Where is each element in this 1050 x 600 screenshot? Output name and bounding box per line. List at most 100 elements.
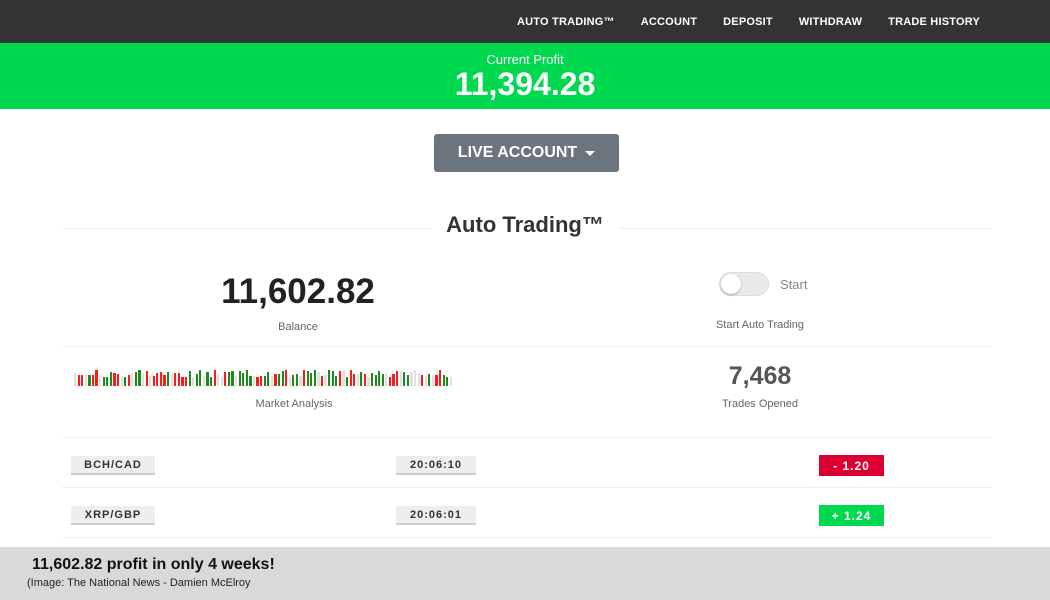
market-bar bbox=[195, 374, 198, 386]
trades-value: 7,468 bbox=[728, 362, 792, 390]
market-bar bbox=[310, 373, 313, 386]
divider bbox=[62, 437, 992, 438]
market-bar bbox=[84, 374, 87, 386]
nav-account[interactable]: ACCOUNT bbox=[640, 15, 698, 28]
market-bar bbox=[313, 370, 316, 386]
account-label: LIVE ACCOUNT bbox=[457, 144, 578, 161]
market-bar bbox=[131, 373, 134, 386]
market-bar bbox=[252, 376, 256, 386]
market-bar bbox=[288, 377, 291, 386]
market-bar bbox=[188, 371, 191, 386]
market-bar bbox=[127, 375, 130, 386]
balance-label: Balance bbox=[278, 321, 318, 333]
section-title: Auto Trading™ bbox=[446, 212, 604, 237]
market-bar bbox=[295, 374, 299, 386]
trade-pair: XRP/GBP bbox=[71, 506, 155, 525]
market-bar bbox=[267, 372, 270, 386]
market-bar bbox=[74, 373, 77, 386]
market-bar bbox=[403, 372, 406, 386]
trade-time: 20:06:10 bbox=[396, 456, 476, 475]
nav-auto-trading[interactable]: AUTO TRADING™ bbox=[517, 15, 615, 28]
market-bar bbox=[406, 375, 409, 386]
market-bar bbox=[263, 376, 266, 386]
market-bar bbox=[431, 375, 434, 386]
market-bar bbox=[335, 376, 338, 386]
market-bar bbox=[424, 375, 427, 386]
market-bar bbox=[428, 374, 431, 386]
market-bar bbox=[102, 377, 105, 386]
market-bar bbox=[292, 375, 295, 386]
market-bar bbox=[277, 374, 281, 386]
market-bar bbox=[356, 374, 359, 386]
market-bar bbox=[349, 370, 352, 386]
market-bar bbox=[303, 370, 306, 386]
divider bbox=[620, 228, 992, 229]
market-bar bbox=[181, 377, 184, 386]
market-bar bbox=[209, 377, 213, 386]
market-bar bbox=[156, 373, 159, 386]
caption-credit: (Image: The National News - Damien McElr… bbox=[27, 577, 251, 589]
market-bar bbox=[159, 372, 163, 386]
market-bar bbox=[438, 370, 442, 386]
market-bar bbox=[141, 373, 145, 386]
market-bar bbox=[177, 373, 180, 386]
trade-change: - 1.20 bbox=[819, 455, 884, 476]
market-bar bbox=[370, 373, 374, 386]
market-bar bbox=[213, 370, 216, 386]
market-bar bbox=[95, 370, 98, 386]
market-bar bbox=[81, 375, 84, 386]
nav-deposit[interactable]: DEPOSIT bbox=[723, 15, 773, 28]
market-bar bbox=[174, 373, 177, 386]
market-bar bbox=[413, 370, 417, 386]
market-bar bbox=[385, 373, 388, 386]
market-bar bbox=[299, 376, 302, 386]
market-bar bbox=[138, 370, 141, 386]
caret-down-icon bbox=[585, 150, 596, 156]
market-bar bbox=[320, 376, 324, 386]
market-bar bbox=[217, 374, 220, 386]
market-bar bbox=[442, 375, 445, 386]
market-bar bbox=[120, 376, 123, 386]
market-bar bbox=[378, 371, 381, 386]
market-bar bbox=[149, 375, 152, 386]
divider bbox=[62, 537, 992, 538]
nav-withdraw[interactable]: WITHDRAW bbox=[798, 15, 863, 28]
account-dropdown[interactable]: LIVE ACCOUNT bbox=[434, 134, 619, 172]
market-bar bbox=[170, 373, 173, 386]
divider bbox=[62, 228, 432, 229]
market-bar bbox=[249, 376, 252, 386]
market-bar bbox=[134, 372, 138, 386]
market-bar bbox=[435, 375, 438, 386]
market-bar bbox=[224, 372, 227, 386]
caption-bar: 11,602.82 profit in only 4 weeks! (Image… bbox=[0, 547, 1050, 600]
nav-trade-history[interactable]: TRADE HISTORY bbox=[888, 15, 980, 28]
market-bar bbox=[124, 377, 127, 386]
market-bar bbox=[77, 375, 80, 386]
market-bar bbox=[363, 374, 367, 386]
market-bar bbox=[116, 374, 120, 386]
market-bar bbox=[381, 374, 384, 386]
market-bar bbox=[367, 377, 370, 386]
market-bar bbox=[99, 375, 102, 386]
profit-label: Current Profit bbox=[486, 52, 564, 67]
market-bar bbox=[152, 376, 155, 386]
balance-value: 11,602.82 bbox=[221, 272, 375, 311]
market-bar bbox=[106, 377, 109, 386]
market-bar bbox=[202, 376, 205, 386]
divider bbox=[62, 346, 992, 347]
trade-change: + 1.24 bbox=[819, 505, 884, 526]
market-bar bbox=[338, 371, 341, 386]
market-bar bbox=[410, 372, 413, 386]
market-bar bbox=[245, 370, 248, 386]
market-bar bbox=[328, 370, 331, 386]
market-bar bbox=[446, 377, 449, 386]
market-bar bbox=[260, 376, 263, 386]
market-bar bbox=[227, 372, 231, 386]
market-bar bbox=[417, 373, 420, 386]
market-bar bbox=[167, 372, 170, 386]
market-bar bbox=[388, 377, 392, 386]
top-nav: AUTO TRADING™ ACCOUNT DEPOSIT WITHDRAW T… bbox=[0, 0, 1050, 43]
auto-trading-toggle[interactable] bbox=[719, 272, 769, 296]
market-bar bbox=[360, 372, 363, 386]
market-bar bbox=[145, 371, 148, 386]
